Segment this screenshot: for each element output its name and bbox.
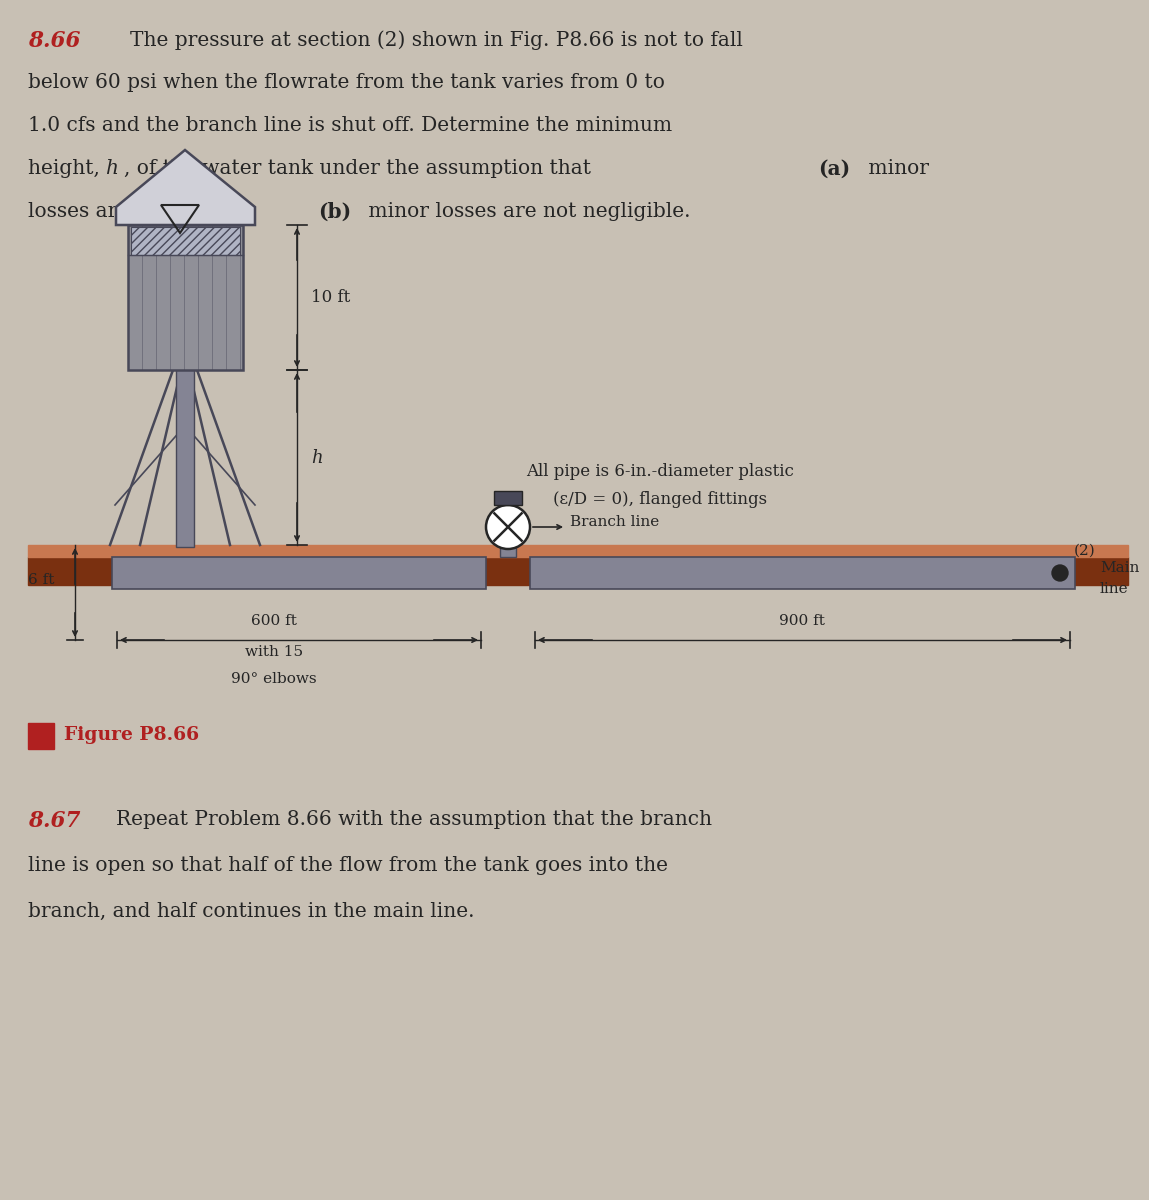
Text: Branch line: Branch line: [570, 515, 660, 529]
Bar: [494, 491, 522, 505]
Bar: [530, 557, 1075, 589]
Circle shape: [486, 505, 530, 550]
Bar: [28, 557, 1128, 584]
Text: branch, and half continues in the main line.: branch, and half continues in the main l…: [28, 902, 475, 922]
Text: (2): (2): [1074, 544, 1096, 558]
Text: All pipe is 6-in.-diameter plastic: All pipe is 6-in.-diameter plastic: [526, 463, 794, 480]
Text: height,: height,: [28, 158, 106, 178]
Text: 6 ft: 6 ft: [28, 572, 54, 587]
Text: line: line: [1100, 582, 1128, 596]
Text: h: h: [311, 449, 323, 467]
Bar: [176, 368, 194, 547]
Text: (a): (a): [818, 158, 850, 179]
Text: minor: minor: [862, 158, 930, 178]
Bar: [28, 722, 54, 749]
Text: 10 ft: 10 ft: [311, 289, 350, 306]
Text: Repeat Problem 8.66 with the assumption that the branch: Repeat Problem 8.66 with the assumption …: [116, 810, 712, 829]
Bar: [128, 226, 242, 370]
Text: 8.66: 8.66: [28, 30, 80, 52]
Text: 90° elbows: 90° elbows: [231, 672, 317, 686]
Polygon shape: [116, 150, 255, 226]
Text: line is open so that half of the flow from the tank goes into the: line is open so that half of the flow fr…: [28, 856, 668, 875]
Text: 1.0 cfs and the branch line is shut off. Determine the minimum: 1.0 cfs and the branch line is shut off.…: [28, 116, 672, 134]
Bar: [500, 527, 516, 557]
Text: h: h: [105, 158, 118, 178]
Text: 900 ft: 900 ft: [779, 614, 825, 628]
Text: , of the water tank under the assumption that: , of the water tank under the assumption…: [124, 158, 597, 178]
Text: with 15: with 15: [245, 646, 303, 659]
Text: minor losses are not negligible.: minor losses are not negligible.: [362, 202, 691, 221]
Text: losses are negligible,: losses are negligible,: [28, 202, 249, 221]
Circle shape: [1052, 565, 1069, 581]
Bar: [28, 545, 1128, 557]
Text: (b): (b): [318, 202, 352, 222]
Bar: [131, 227, 240, 254]
Text: below 60 psi when the flowrate from the tank varies from 0 to: below 60 psi when the flowrate from the …: [28, 73, 665, 92]
Bar: [111, 557, 486, 589]
Text: (ε/D = 0), flanged fittings: (ε/D = 0), flanged fittings: [553, 491, 768, 508]
Text: Figure P8.66: Figure P8.66: [64, 726, 199, 744]
Text: Main: Main: [1100, 560, 1140, 575]
Text: The pressure at section (2) shown in Fig. P8.66 is not to fall: The pressure at section (2) shown in Fig…: [130, 30, 743, 49]
Text: 600 ft: 600 ft: [252, 614, 296, 628]
Text: 8.67: 8.67: [28, 810, 80, 832]
